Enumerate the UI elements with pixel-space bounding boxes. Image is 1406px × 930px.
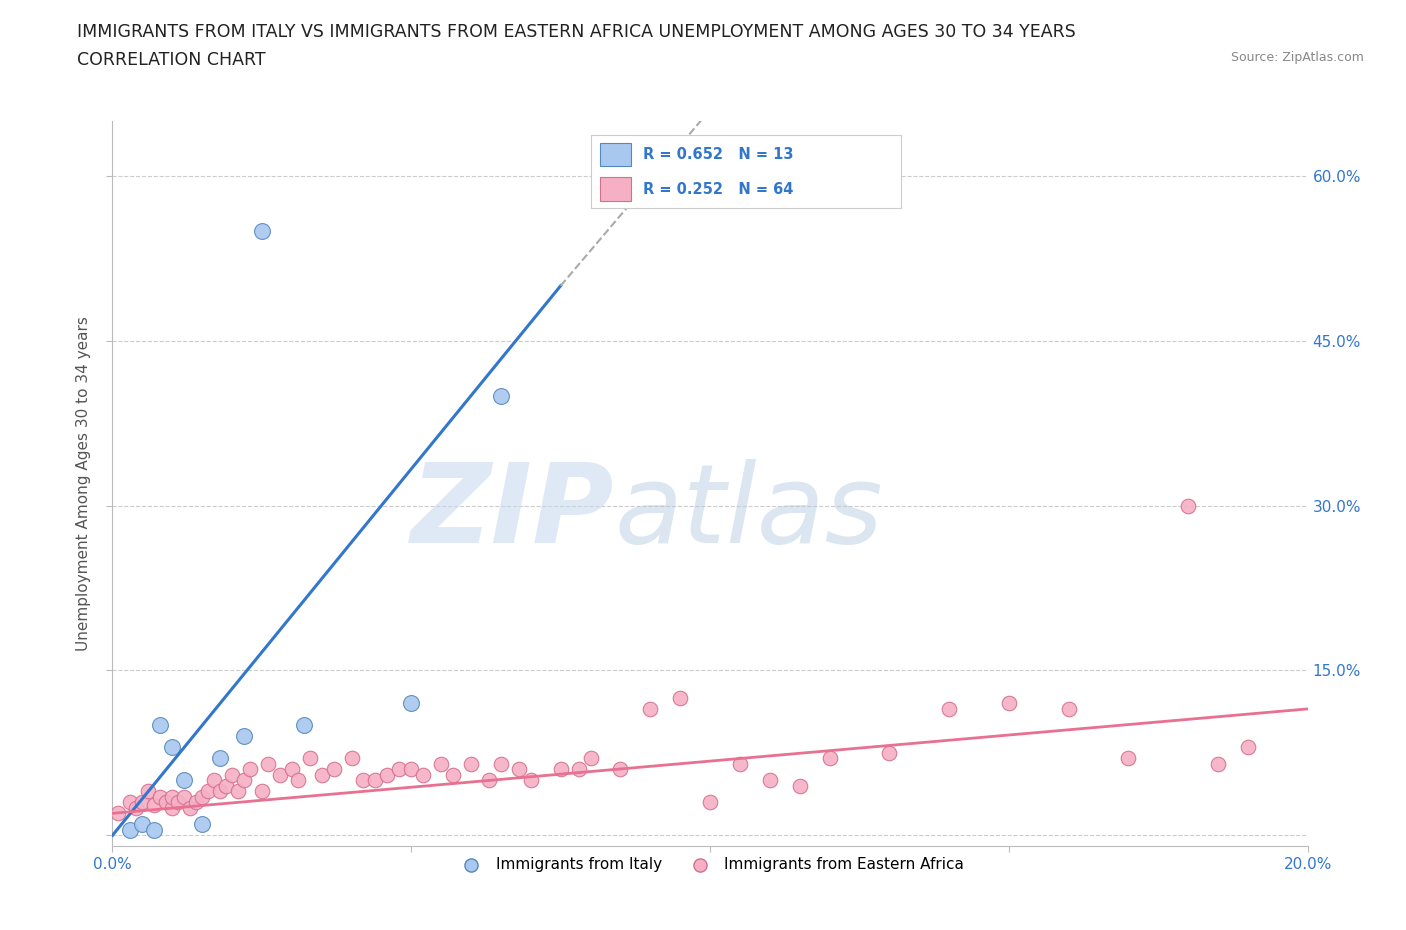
Point xyxy=(233,773,256,788)
Point xyxy=(215,778,238,793)
Point xyxy=(197,784,219,799)
Point xyxy=(257,756,280,771)
Point xyxy=(239,762,262,777)
Point xyxy=(938,701,960,716)
Point xyxy=(489,388,512,403)
Point xyxy=(377,767,399,782)
Point xyxy=(202,773,225,788)
Point xyxy=(221,767,243,782)
Point xyxy=(759,773,782,788)
Point xyxy=(699,795,721,810)
Point xyxy=(149,790,172,804)
Point xyxy=(281,762,304,777)
Point xyxy=(233,729,256,744)
Text: ZIP: ZIP xyxy=(411,459,614,566)
Point xyxy=(609,762,631,777)
Point xyxy=(401,762,423,777)
Text: Source: ZipAtlas.com: Source: ZipAtlas.com xyxy=(1230,51,1364,64)
Point xyxy=(226,784,249,799)
Point xyxy=(162,790,183,804)
Legend: Immigrants from Italy, Immigrants from Eastern Africa: Immigrants from Italy, Immigrants from E… xyxy=(450,851,970,879)
Point xyxy=(520,773,543,788)
Point xyxy=(162,801,183,816)
Point xyxy=(728,756,751,771)
Point xyxy=(143,822,166,837)
Point xyxy=(478,773,501,788)
Point xyxy=(669,690,692,705)
Point xyxy=(287,773,309,788)
Point xyxy=(269,767,291,782)
Point xyxy=(191,817,214,831)
Point xyxy=(340,751,363,765)
Point xyxy=(550,762,572,777)
Point xyxy=(311,767,333,782)
Text: IMMIGRANTS FROM ITALY VS IMMIGRANTS FROM EASTERN AFRICA UNEMPLOYMENT AMONG AGES : IMMIGRANTS FROM ITALY VS IMMIGRANTS FROM… xyxy=(77,23,1076,41)
Point xyxy=(131,795,153,810)
Text: atlas: atlas xyxy=(614,459,883,566)
Point xyxy=(1206,756,1229,771)
Point xyxy=(250,784,273,799)
Point xyxy=(1177,498,1199,513)
Point xyxy=(489,756,512,771)
Point xyxy=(209,784,232,799)
Point xyxy=(209,751,232,765)
Point xyxy=(191,790,214,804)
Point xyxy=(879,746,901,761)
Point xyxy=(508,762,530,777)
Point xyxy=(173,790,195,804)
Point xyxy=(143,797,166,812)
Point xyxy=(568,762,591,777)
Point xyxy=(162,740,183,755)
Point xyxy=(998,696,1021,711)
Point xyxy=(789,778,811,793)
Point xyxy=(322,762,344,777)
Point xyxy=(818,751,841,765)
Point xyxy=(250,223,273,238)
Point xyxy=(388,762,411,777)
Y-axis label: Unemployment Among Ages 30 to 34 years: Unemployment Among Ages 30 to 34 years xyxy=(76,316,91,651)
Point xyxy=(125,801,148,816)
Point xyxy=(173,773,195,788)
Point xyxy=(155,795,177,810)
Point xyxy=(1118,751,1140,765)
Point xyxy=(353,773,375,788)
Point xyxy=(292,718,315,733)
Point xyxy=(120,822,142,837)
Point xyxy=(1237,740,1260,755)
Point xyxy=(120,795,142,810)
Point xyxy=(131,817,153,831)
Point xyxy=(640,701,662,716)
Point xyxy=(460,756,482,771)
Point xyxy=(364,773,387,788)
Point xyxy=(401,696,423,711)
Point xyxy=(430,756,453,771)
Point xyxy=(167,795,190,810)
Point xyxy=(138,784,160,799)
Point xyxy=(579,751,602,765)
Point xyxy=(179,801,201,816)
Point xyxy=(412,767,434,782)
Point xyxy=(298,751,321,765)
Point xyxy=(1057,701,1080,716)
Text: CORRELATION CHART: CORRELATION CHART xyxy=(77,51,266,69)
Point xyxy=(149,718,172,733)
Point xyxy=(107,806,129,821)
Point xyxy=(186,795,208,810)
Point xyxy=(441,767,464,782)
